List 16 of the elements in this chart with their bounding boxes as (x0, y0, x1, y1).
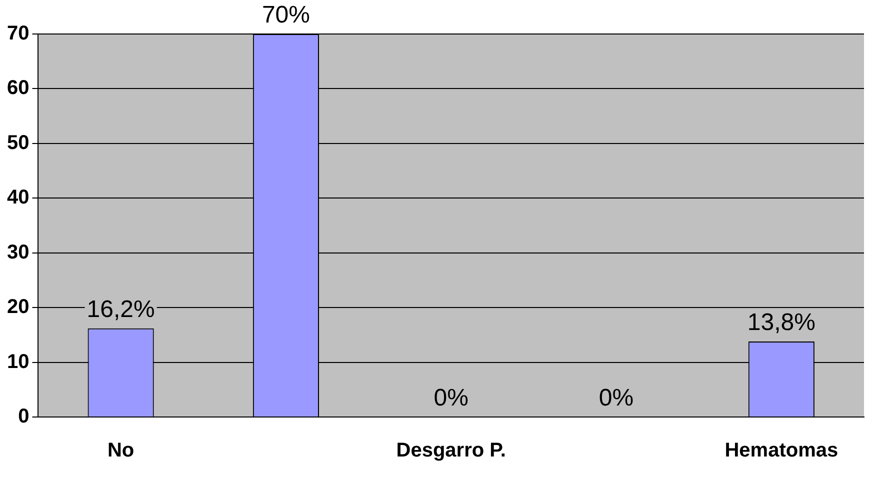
y-tick-label: 40 (6, 186, 30, 209)
x-tick-label: Desgarro P. (396, 440, 506, 462)
x-tick-label: No (107, 440, 134, 462)
y-tick-label: 30 (6, 241, 30, 264)
data-label: 13,8% (747, 309, 816, 336)
data-label: 0% (434, 384, 468, 412)
data-label: 0% (598, 384, 634, 412)
x-tick-label: Hematomas (724, 440, 838, 462)
y-tick-label: 20 (6, 296, 30, 318)
data-label: 16,2% (86, 296, 155, 323)
y-tick-label: 50 (6, 132, 30, 154)
y-tick-label: 10 (6, 350, 30, 373)
data-label: 70% (262, 2, 310, 29)
y-tick-label: 60 (6, 77, 30, 100)
y-tick-label: 0 (18, 406, 30, 428)
y-tick-label: 70 (6, 22, 30, 45)
